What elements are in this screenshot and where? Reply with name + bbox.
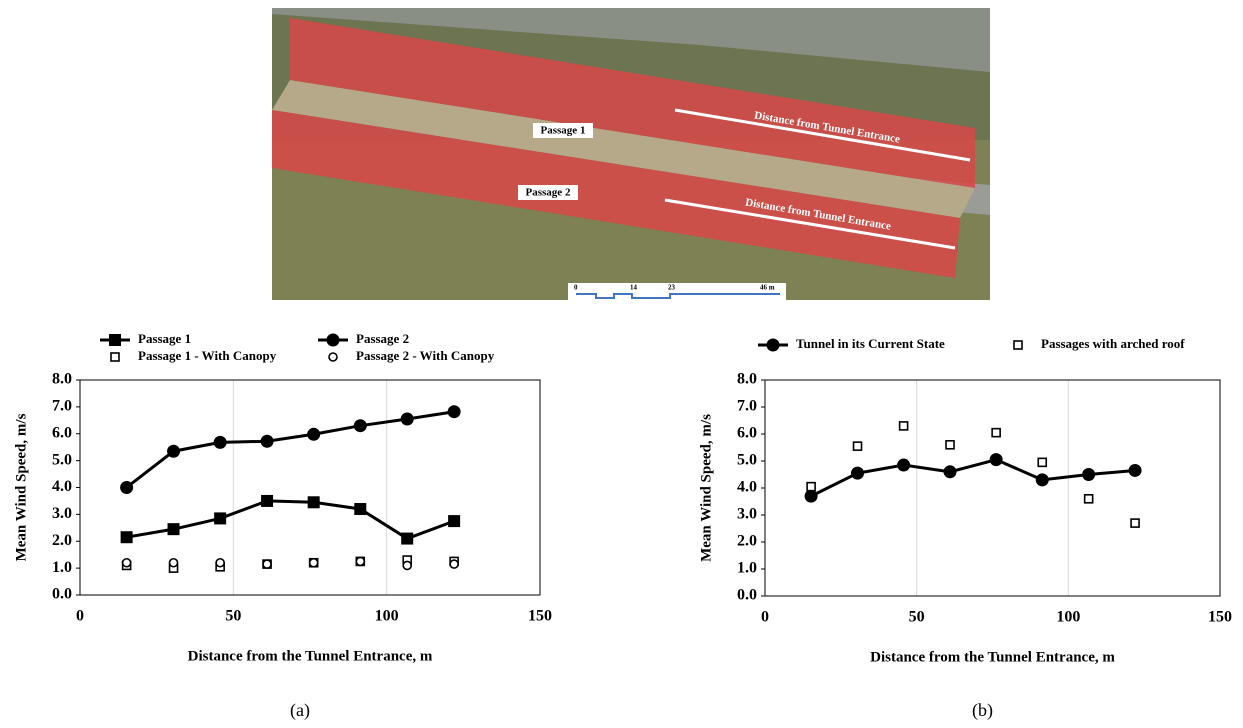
data-point	[310, 559, 318, 567]
x-tick-label: 50	[909, 609, 925, 626]
x-tick-label: 150	[528, 608, 552, 625]
data-point	[1129, 464, 1142, 477]
data-point	[897, 459, 910, 472]
data-point	[805, 490, 818, 503]
x-axis-title: Distance from the Tunnel Entrance, m	[870, 649, 1115, 665]
y-tick-label: 7.0	[737, 398, 757, 415]
data-point	[900, 422, 908, 430]
legend-marker	[109, 334, 121, 346]
data-point	[851, 467, 864, 480]
data-point	[1131, 519, 1139, 527]
y-tick-label: 6.0	[737, 425, 757, 442]
data-point	[123, 559, 131, 567]
page: Passage 1 Passage 2 Distance from Tunnel…	[0, 0, 1243, 728]
y-tick-label: 4.0	[52, 478, 72, 495]
legend-label: Passages with arched roof	[1041, 336, 1185, 351]
legend-marker	[329, 353, 337, 361]
y-tick-label: 0.0	[52, 586, 72, 603]
y-tick-label: 2.0	[52, 532, 72, 549]
x-tick-label: 0	[76, 608, 84, 625]
legend-label: Passage 1 - With Canopy	[138, 348, 277, 363]
y-tick-label: 8.0	[737, 371, 757, 388]
y-tick-label: 0.0	[737, 587, 757, 604]
data-point	[261, 435, 274, 448]
x-tick-label: 100	[1056, 609, 1080, 626]
data-point	[307, 428, 320, 441]
plot-frame	[765, 380, 1220, 596]
data-point	[401, 412, 414, 425]
legend-label: Passage 1	[138, 331, 191, 346]
data-point	[216, 559, 224, 567]
y-tick-label: 7.0	[52, 398, 72, 415]
data-point	[263, 560, 271, 568]
data-point	[450, 560, 458, 568]
data-point	[214, 436, 227, 449]
x-tick-label: 150	[1208, 609, 1232, 626]
data-point	[1085, 495, 1093, 503]
legend-marker	[111, 353, 119, 361]
data-point	[448, 405, 461, 418]
data-point	[944, 465, 957, 478]
y-tick-label: 1.0	[52, 559, 72, 576]
y-tick-label: 2.0	[737, 533, 757, 550]
data-point	[354, 503, 366, 515]
data-point	[168, 523, 180, 535]
legend-marker	[327, 334, 340, 347]
data-point	[1036, 473, 1049, 486]
x-tick-label: 50	[225, 608, 241, 625]
legend-label: Passage 2	[356, 331, 409, 346]
caption: (b)	[972, 700, 993, 721]
passage-label: Passage 2	[526, 187, 571, 199]
legend-label: Passage 2 - With Canopy	[356, 348, 495, 363]
y-tick-label: 5.0	[737, 452, 757, 469]
figure: Passage 1 Passage 2 Distance from Tunnel…	[0, 0, 1243, 728]
data-point	[120, 481, 133, 494]
data-point	[992, 429, 1000, 437]
legend-marker	[1014, 341, 1022, 349]
data-point	[261, 495, 273, 507]
aerial-image: Passage 1 Passage 2 Distance from Tunnel…	[272, 8, 990, 300]
passage-label: Passage 1	[541, 125, 586, 137]
y-tick-label: 5.0	[52, 451, 72, 468]
y-tick-label: 6.0	[52, 424, 72, 441]
y-tick-label: 4.0	[737, 479, 757, 496]
scale-label: 46 m	[760, 284, 775, 292]
data-point	[214, 512, 226, 524]
y-axis-title: Mean Wind Speed, m/s	[13, 413, 29, 561]
data-point	[854, 442, 862, 450]
data-point	[308, 496, 320, 508]
x-axis-title: Distance from the Tunnel Entrance, m	[188, 648, 433, 664]
scale-label: 0	[574, 284, 578, 292]
data-point	[356, 557, 364, 565]
data-point	[121, 531, 133, 543]
data-point	[170, 559, 178, 567]
y-tick-label: 3.0	[737, 506, 757, 523]
data-point	[946, 441, 954, 449]
x-tick-label: 100	[375, 608, 399, 625]
scale-label: 23	[668, 284, 676, 292]
data-point	[354, 419, 367, 432]
legend-marker	[767, 339, 780, 352]
data-point	[448, 515, 460, 527]
y-axis-title: Mean Wind Speed, m/s	[698, 414, 714, 562]
data-point	[1038, 458, 1046, 466]
x-tick-label: 0	[761, 609, 769, 626]
data-point	[403, 561, 411, 569]
y-tick-label: 1.0	[737, 560, 757, 577]
data-point	[990, 453, 1003, 466]
scale-label: 14	[630, 284, 638, 292]
legend-label: Tunnel in its Current State	[796, 336, 945, 351]
caption: (a)	[290, 700, 310, 721]
y-tick-label: 8.0	[52, 371, 72, 388]
y-tick-label: 3.0	[52, 505, 72, 522]
data-point	[1082, 468, 1095, 481]
data-point	[401, 533, 413, 545]
data-point	[167, 445, 180, 458]
data-point	[807, 483, 815, 491]
